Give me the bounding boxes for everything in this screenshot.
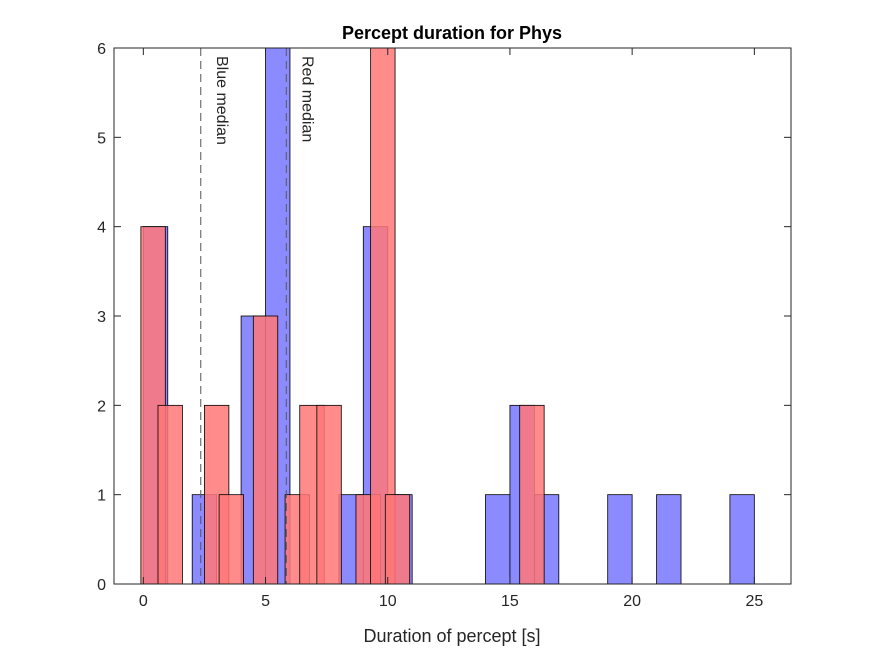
blue-bar-11	[656, 494, 682, 585]
x-tick-label-4: 20	[623, 593, 641, 610]
median-lines-layer: Blue median Red median	[200, 48, 315, 584]
blue-bar-7	[485, 494, 511, 585]
blue-bar-10	[607, 494, 633, 585]
y-tick-label-4: 4	[97, 220, 106, 237]
ticks-layer: 0 5 10 15 20 25 0 1 2 3 4 5 6	[97, 41, 791, 610]
x-axis-label: Duration of percept [s]	[363, 626, 540, 646]
y-tick-label-1: 1	[97, 488, 106, 505]
median-label-1: Red median	[298, 56, 315, 142]
blue-bar-12	[729, 494, 755, 585]
red-bar-11	[519, 404, 545, 585]
y-tick-label-5: 5	[97, 130, 106, 147]
red-bar-4	[252, 315, 279, 585]
y-tick-label-0: 0	[97, 577, 106, 594]
chart-title: Percept duration for Phys	[342, 23, 562, 43]
x-tick-label-5: 25	[745, 593, 763, 610]
x-tick-label-3: 15	[501, 593, 519, 610]
x-tick-label-2: 10	[379, 593, 397, 610]
red-bar-1	[157, 404, 183, 585]
y-tick-label-3: 3	[97, 309, 106, 326]
median-label-0: Blue median	[213, 56, 230, 145]
x-tick-label-1: 5	[261, 593, 270, 610]
x-tick-label-0: 0	[139, 593, 148, 610]
red-bar-3	[218, 494, 244, 585]
y-tick-label-6: 6	[97, 41, 106, 58]
y-tick-label-2: 2	[97, 398, 106, 415]
red-bar-10	[384, 494, 411, 585]
red-bar-7	[316, 404, 342, 585]
